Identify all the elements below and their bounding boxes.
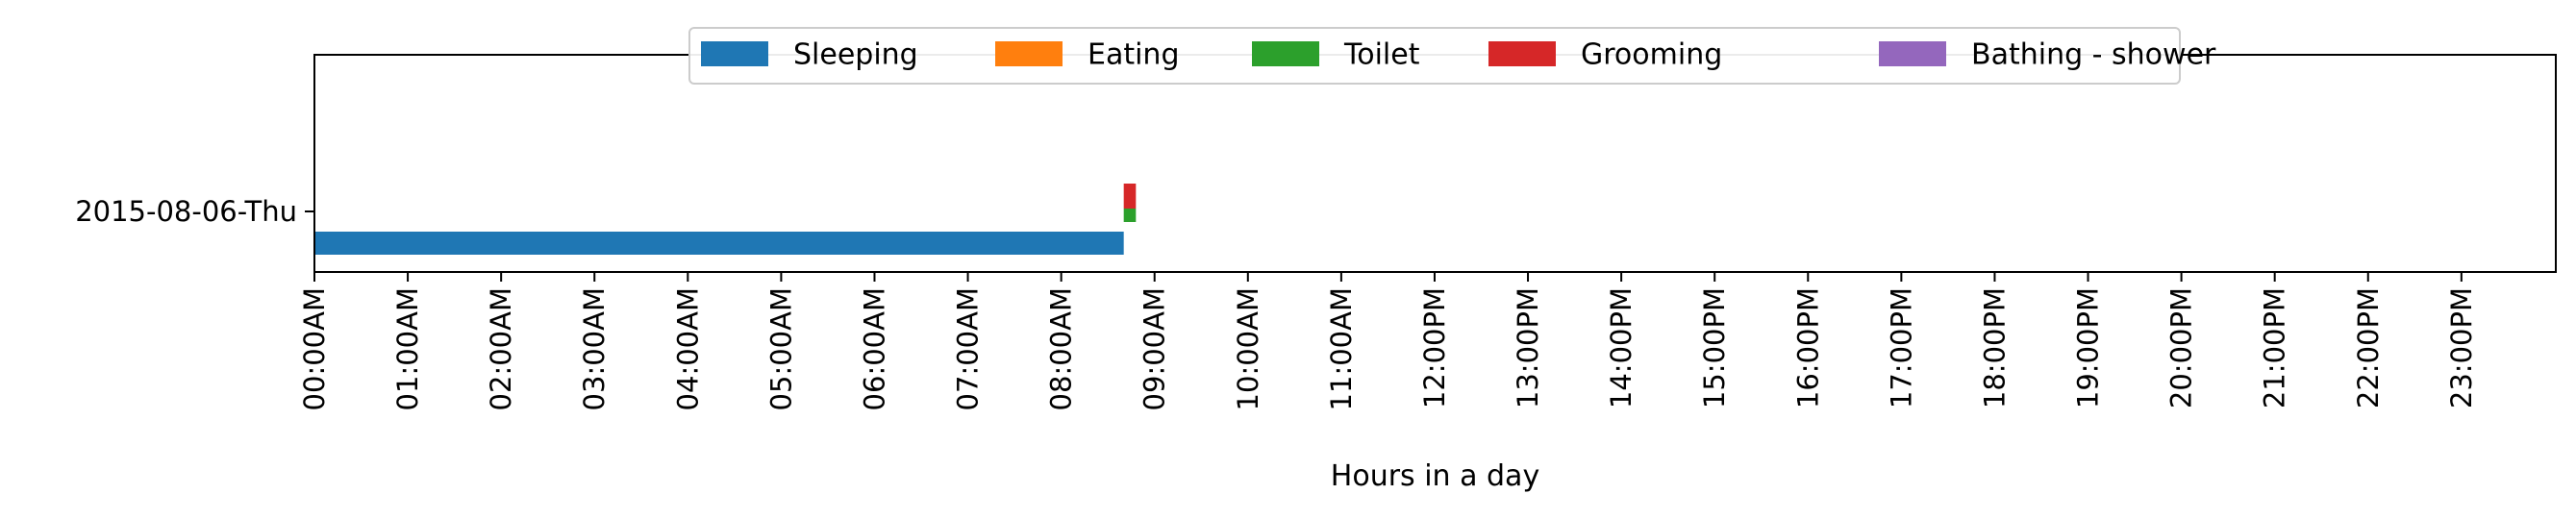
x-tick-label: 00:00AM [298, 287, 331, 410]
x-tick-label: 22:00PM [2352, 287, 2385, 408]
legend-swatch-grooming [1488, 41, 1556, 66]
x-tick-label: 01:00AM [391, 287, 424, 410]
x-tick-label: 21:00PM [2259, 287, 2291, 408]
bar-toilet-0 [1123, 209, 1137, 222]
legend-label: Grooming [1581, 38, 1722, 72]
x-tick-label: 17:00PM [1885, 287, 1917, 408]
x-tick-label: 13:00PM [1512, 287, 1544, 408]
legend: Sleeping Eating Toilet Grooming Bathing - sh… [688, 27, 2216, 85]
legend-swatch-sleeping [701, 41, 768, 66]
x-tick-label: 15:00PM [1698, 287, 1731, 408]
x-tick-label: 14:00PM [1605, 287, 1638, 408]
x-tick-label: 02:00AM [485, 287, 517, 410]
x-tick-label: 04:00AM [671, 287, 704, 410]
x-tick-label: 16:00PM [1791, 287, 1824, 408]
y-tick-label: 2015-08-06-Thu [75, 195, 297, 228]
x-tick-label: 06:00AM [858, 287, 890, 410]
x-tick-label: 12:00PM [1418, 287, 1451, 408]
y-axis: 2015-08-06-Thu [75, 195, 314, 228]
legend-swatch-toilet [1252, 41, 1319, 66]
legend-swatch-eating [995, 41, 1063, 66]
x-tick-label: 18:00PM [1978, 287, 2011, 408]
x-tick-label: 07:00AM [952, 287, 985, 410]
x-tick-label: 10:00AM [1232, 287, 1264, 410]
legend-label: Toilet [1343, 38, 1420, 72]
x-tick-label: 19:00PM [2072, 287, 2105, 408]
legend-label: Sleeping [793, 38, 918, 72]
bar-grooming-0 [1123, 184, 1137, 209]
x-tick-label: 09:00AM [1138, 287, 1171, 410]
x-tick-label: 20:00PM [2165, 287, 2198, 408]
legend-label: Bathing - shower [1971, 38, 2216, 72]
x-tick-label: 23:00PM [2445, 287, 2478, 408]
x-tick-label: 05:00AM [764, 287, 797, 410]
x-tick-label: 11:00AM [1325, 287, 1358, 410]
legend-label: Eating [1088, 38, 1180, 72]
x-tick-label: 08:00AM [1045, 287, 1078, 410]
x-axis-label: Hours in a day [1331, 459, 1539, 493]
x-tick-label: 03:00AM [578, 287, 611, 410]
bar-sleeping-0 [314, 232, 1124, 255]
x-axis: 00:00AM 01:00AM 02:00AM 03:00AM 04:00AM 05:00… [298, 272, 2478, 410]
bars-layer [314, 184, 1137, 255]
legend-swatch-bathing-shower [1879, 41, 1946, 66]
